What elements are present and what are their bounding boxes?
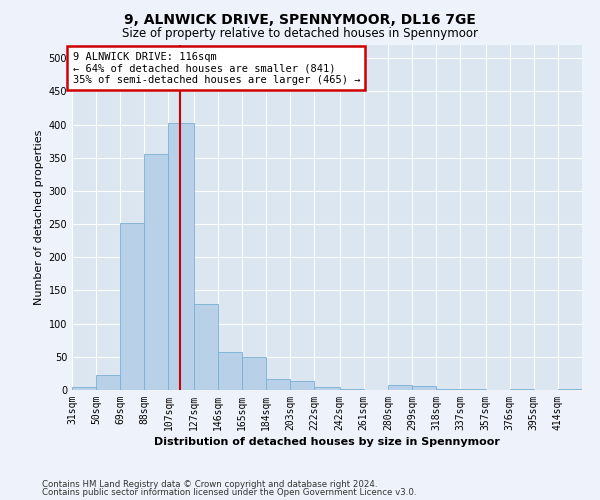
Bar — [242, 358, 266, 390]
Bar — [436, 388, 460, 390]
Bar — [290, 382, 314, 390]
Bar — [558, 388, 582, 390]
Bar — [340, 388, 364, 390]
Text: Contains public sector information licensed under the Open Government Licence v3: Contains public sector information licen… — [42, 488, 416, 497]
Bar — [412, 386, 436, 390]
Bar — [314, 386, 340, 390]
Bar — [218, 352, 242, 390]
Y-axis label: Number of detached properties: Number of detached properties — [34, 130, 44, 305]
Bar — [96, 374, 120, 390]
Text: Contains HM Land Registry data © Crown copyright and database right 2024.: Contains HM Land Registry data © Crown c… — [42, 480, 377, 489]
Bar — [169, 124, 194, 390]
Bar — [145, 154, 169, 390]
Text: 9 ALNWICK DRIVE: 116sqm
← 64% of detached houses are smaller (841)
35% of semi-d: 9 ALNWICK DRIVE: 116sqm ← 64% of detache… — [73, 52, 360, 85]
Bar — [194, 304, 218, 390]
Text: Size of property relative to detached houses in Spennymoor: Size of property relative to detached ho… — [122, 28, 478, 40]
Bar — [266, 378, 290, 390]
Bar — [72, 386, 96, 390]
Bar — [388, 386, 412, 390]
X-axis label: Distribution of detached houses by size in Spennymoor: Distribution of detached houses by size … — [154, 437, 500, 447]
Text: 9, ALNWICK DRIVE, SPENNYMOOR, DL16 7GE: 9, ALNWICK DRIVE, SPENNYMOOR, DL16 7GE — [124, 12, 476, 26]
Bar — [120, 223, 145, 390]
